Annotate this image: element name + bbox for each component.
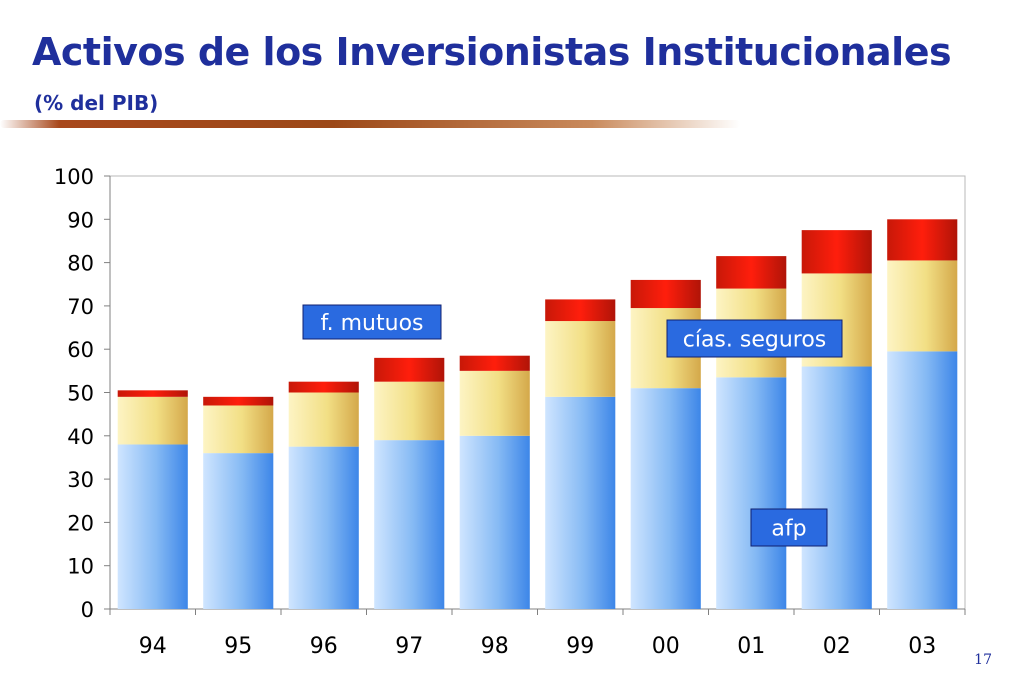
bar-segment-seguros — [459, 370, 530, 436]
slide-subtitle: (% del PIB) — [34, 91, 159, 115]
bar-segment-seguros — [203, 405, 274, 454]
x-tick-label: 01 — [737, 634, 765, 659]
y-tick-label: 40 — [67, 425, 94, 449]
x-tick-label: 00 — [652, 634, 680, 659]
bar-segment-afp — [545, 396, 616, 609]
bar-segment-mutuos — [630, 279, 701, 309]
bar-segment-mutuos — [545, 299, 616, 322]
bar-segment-afp — [459, 435, 530, 609]
bar-segment-mutuos — [459, 355, 530, 371]
bar-segment-seguros — [374, 381, 445, 441]
y-tick-label: 30 — [67, 468, 94, 492]
x-tick-label: 03 — [908, 634, 936, 659]
y-tick-label: 50 — [67, 382, 94, 406]
y-tick-label: 60 — [67, 338, 94, 362]
chart-axes: 0 10 20 30 40 50 60 70 80 90 100 94 95 96 97 98 99 00 01 02… — [54, 165, 966, 659]
bar-segment-mutuos — [288, 381, 359, 393]
bar-segment-afp — [288, 446, 359, 609]
bar-segment-mutuos — [203, 396, 274, 406]
x-tick-label: 95 — [224, 634, 252, 659]
bar-segment-mutuos — [117, 390, 188, 397]
bar-segment-afp — [716, 377, 787, 609]
bar-segment-mutuos — [801, 230, 872, 274]
bar-segment-afp — [374, 440, 445, 609]
bar-segment-afp — [117, 444, 188, 609]
bar-segment-mutuos — [374, 357, 445, 382]
y-tick-label: 20 — [67, 511, 94, 535]
label-box — [666, 319, 843, 358]
bar-segment-seguros — [288, 392, 359, 447]
slide-title: Activos de los Inversionistas Institucio… — [32, 30, 952, 74]
bar-segment-afp — [203, 453, 274, 609]
series-labels: f. mutuos cías. seguros afp — [302, 304, 843, 547]
bar-stacks — [117, 219, 958, 609]
x-tick-label: 94 — [139, 634, 167, 659]
bar-segment-seguros — [117, 396, 188, 445]
page-number: 17 — [974, 652, 992, 668]
x-tick-label: 98 — [481, 634, 509, 659]
bar-segment-afp — [801, 366, 872, 609]
y-tick-label: 0 — [81, 598, 94, 622]
y-tick-label: 10 — [67, 555, 94, 579]
label-text: f. mutuos — [321, 311, 424, 336]
bar-segment-seguros — [545, 321, 616, 397]
label-text: cías. seguros — [683, 328, 827, 353]
bar-segment-mutuos — [716, 256, 787, 289]
label-box — [750, 508, 828, 547]
y-tick-label: 90 — [67, 208, 94, 232]
x-tick-label: 02 — [823, 634, 851, 659]
y-tick-label: 70 — [67, 295, 94, 319]
x-tick-label: 97 — [395, 634, 423, 659]
title-underline — [0, 120, 740, 128]
bar-segment-afp — [887, 351, 958, 609]
label-text: afp — [771, 517, 806, 542]
bar-segment-afp — [630, 388, 701, 609]
label-box — [302, 304, 442, 340]
x-tick-label: 96 — [310, 634, 338, 659]
y-tick-label: 100 — [54, 165, 94, 189]
label-cias-seguros: cías. seguros — [666, 319, 843, 358]
x-tick-label: 99 — [566, 634, 594, 659]
y-tick-label: 80 — [67, 252, 94, 276]
label-afp: afp — [750, 508, 828, 547]
bar-segment-seguros — [887, 260, 958, 352]
label-f-mutuos: f. mutuos — [302, 304, 442, 340]
bar-segment-mutuos — [887, 219, 958, 261]
